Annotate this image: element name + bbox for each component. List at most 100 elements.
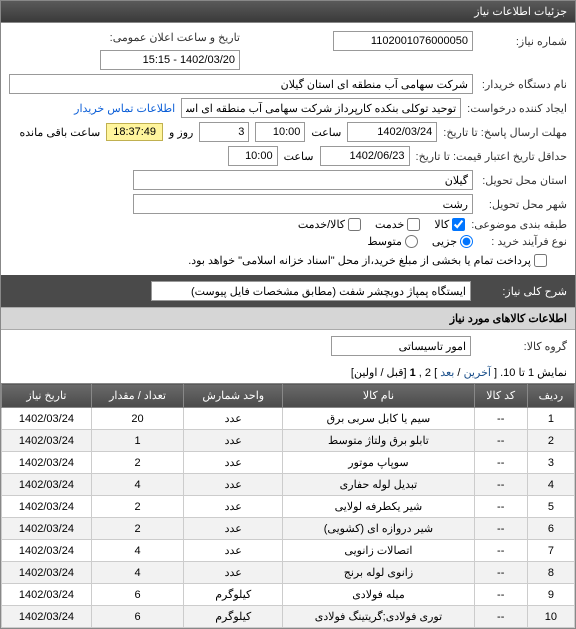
contact-link[interactable]: اطلاعات تماس خریدار xyxy=(74,102,175,115)
cell: عدد xyxy=(184,452,283,474)
cell: 4 xyxy=(91,540,183,562)
requester-label: ایجاد کننده درخواست: xyxy=(467,102,567,115)
cell: 6 xyxy=(91,606,183,628)
cell: 2 xyxy=(91,518,183,540)
table-row[interactable]: 8--زانوی لوله برنجعدد41402/03/24 xyxy=(2,562,575,584)
topic-service-checkbox[interactable] xyxy=(407,218,420,231)
proc-medium-option[interactable]: متوسط xyxy=(367,235,418,248)
cell: 5 xyxy=(527,496,574,518)
announce-dt-label: تاریخ و ساعت اعلان عمومی: xyxy=(110,31,240,44)
topic-both-option[interactable]: کالا/خدمت xyxy=(298,218,361,231)
announce-dt-field[interactable] xyxy=(100,50,240,70)
proc-medium-radio[interactable] xyxy=(405,235,418,248)
table-row[interactable]: 9--میله فولادیکیلوگرم61402/03/24 xyxy=(2,584,575,606)
cell: 1 xyxy=(91,430,183,452)
city-label: شهر محل تحویل: xyxy=(479,198,567,211)
deadline-time-field[interactable] xyxy=(255,122,305,142)
cell: 1402/03/24 xyxy=(2,562,92,584)
topic-service-label: خدمت xyxy=(375,218,404,231)
province-label: استان محل تحویل: xyxy=(479,174,567,187)
col-header-5: تاریخ نیاز xyxy=(2,384,92,408)
validity-date-field[interactable] xyxy=(320,146,410,166)
pager-last-link[interactable]: آخرین xyxy=(464,367,491,379)
col-header-4: تعداد / مقدار xyxy=(91,384,183,408)
items-section-header: اطلاعات کالاهای مورد نیاز xyxy=(1,307,575,330)
topic-goods-option[interactable]: کالا xyxy=(434,218,465,231)
goods-group-field[interactable] xyxy=(331,336,471,356)
table-row[interactable]: 3--سوپاپ موتورعدد21402/03/24 xyxy=(2,452,575,474)
col-header-2: نام کالا xyxy=(283,384,474,408)
cell: 4 xyxy=(527,474,574,496)
cell: -- xyxy=(474,452,527,474)
cell: عدد xyxy=(184,540,283,562)
cell: 3 xyxy=(527,452,574,474)
pager-sep1: / xyxy=(454,367,460,379)
cell: 1402/03/24 xyxy=(2,496,92,518)
cell: 1402/03/24 xyxy=(2,518,92,540)
validity-label: حداقل تاریخ اعتبار قیمت: تا تاریخ: xyxy=(416,150,567,163)
cell: میله فولادی xyxy=(283,584,474,606)
buy-process-label: نوع فرآیند خرید : xyxy=(479,235,567,248)
need-desc-field[interactable] xyxy=(151,281,471,301)
cell: 7 xyxy=(527,540,574,562)
topic-goods-checkbox[interactable] xyxy=(452,218,465,231)
table-row[interactable]: 5--شیر یکطرفه لولاییعدد21402/03/24 xyxy=(2,496,575,518)
cell: 4 xyxy=(91,474,183,496)
cell: -- xyxy=(474,408,527,430)
topic-both-checkbox[interactable] xyxy=(348,218,361,231)
cell: 2 xyxy=(527,430,574,452)
cell: شیر دروازه ای (کشویی) xyxy=(283,518,474,540)
pager-mid: ] 2 , xyxy=(419,367,437,379)
province-field[interactable] xyxy=(133,170,473,190)
cell: 20 xyxy=(91,408,183,430)
cell: -- xyxy=(474,518,527,540)
city-field[interactable] xyxy=(133,194,473,214)
table-row[interactable]: 6--شیر دروازه ای (کشویی)عدد21402/03/24 xyxy=(2,518,575,540)
col-header-3: واحد شمارش xyxy=(184,384,283,408)
cell: 1402/03/24 xyxy=(2,540,92,562)
cell: -- xyxy=(474,430,527,452)
table-row[interactable]: 4--تبدیل لوله حفاریعدد41402/03/24 xyxy=(2,474,575,496)
cell: عدد xyxy=(184,408,283,430)
proc-partial-option[interactable]: جزیی xyxy=(432,235,473,248)
cell: 2 xyxy=(91,452,183,474)
table-row[interactable]: 1--سیم یا کابل سربی برقعدد201402/03/24 xyxy=(2,408,575,430)
proc-partial-radio[interactable] xyxy=(460,235,473,248)
goods-group-row: گروه کالا: xyxy=(1,330,575,362)
buyer-org-field[interactable] xyxy=(9,74,473,94)
cell: 1 xyxy=(527,408,574,430)
buy-process-options: جزیی متوسط xyxy=(367,235,473,248)
cell: 1402/03/24 xyxy=(2,430,92,452)
validity-time-field[interactable] xyxy=(228,146,278,166)
cell: عدد xyxy=(184,518,283,540)
pay-note-checkbox[interactable] xyxy=(534,254,547,267)
table-row[interactable]: 7--اتصالات زانوییعدد41402/03/24 xyxy=(2,540,575,562)
pager-next-link[interactable]: بعد xyxy=(440,367,454,379)
pay-note-label: پرداخت تمام یا بخشی از مبلغ خرید،از محل … xyxy=(188,254,531,267)
cell: 9 xyxy=(527,584,574,606)
cell: 6 xyxy=(527,518,574,540)
remain-days-field[interactable] xyxy=(199,122,249,142)
pay-note-option[interactable]: پرداخت تمام یا بخشی از مبلغ خرید،از محل … xyxy=(188,254,547,267)
hour-label-2: ساعت xyxy=(284,150,314,163)
need-no-label: شماره نیاز: xyxy=(479,35,567,48)
topic-service-option[interactable]: خدمت xyxy=(375,218,420,231)
cell: عدد xyxy=(184,474,283,496)
requester-field[interactable] xyxy=(181,98,461,118)
deadline-date-field[interactable] xyxy=(347,122,437,142)
remain-time-badge: 18:37:49 xyxy=(106,123,163,141)
table-row[interactable]: 10--توری فولادی;گریتینگ فولادیکیلوگرم614… xyxy=(2,606,575,628)
items-table: ردیفکد کالانام کالاواحد شمارشتعداد / مقد… xyxy=(1,383,575,628)
hour-label-1: ساعت xyxy=(311,126,341,139)
cell: 1402/03/24 xyxy=(2,474,92,496)
cell: -- xyxy=(474,606,527,628)
cell: 1402/03/24 xyxy=(2,408,92,430)
need-no-field[interactable] xyxy=(333,31,473,51)
col-header-0: ردیف xyxy=(527,384,574,408)
topic-goods-label: کالا xyxy=(434,218,449,231)
table-row[interactable]: 2--تابلو برق ولتاژ متوسطعدد11402/03/24 xyxy=(2,430,575,452)
day-label: روز و xyxy=(169,126,193,139)
panel-title: جزئیات اطلاعات نیاز xyxy=(1,1,575,23)
topic-class-options: کالا خدمت کالا/خدمت xyxy=(298,218,465,231)
cell: زانوی لوله برنج xyxy=(283,562,474,584)
